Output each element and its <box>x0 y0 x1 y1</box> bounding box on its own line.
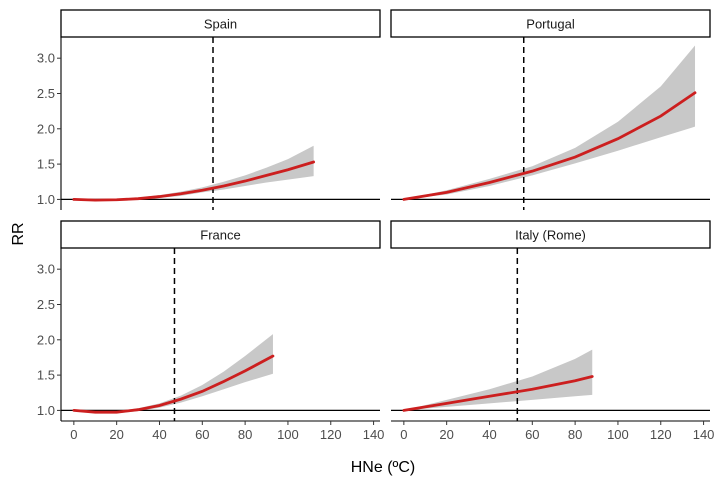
x-tick-label: 140 <box>693 427 715 442</box>
y-tick-label: 2.5 <box>37 297 55 312</box>
y-tick-label: 1.5 <box>37 368 55 383</box>
rr-curve <box>72 354 275 414</box>
y-tick-label: 3.0 <box>37 51 55 66</box>
x-tick-label: 0 <box>400 427 407 442</box>
y-tick-label: 1.5 <box>37 157 55 172</box>
panel-strip <box>60 220 381 249</box>
panel-strip-label: Italy (Rome) <box>515 228 586 243</box>
rr-curve <box>402 375 594 412</box>
x-tick-label: 0 <box>70 427 77 442</box>
panel-strip <box>60 9 381 38</box>
x-tick-label: 80 <box>568 427 582 442</box>
confidence-band <box>403 349 593 411</box>
y-tick-label: 2.0 <box>37 121 55 136</box>
y-tick-label: 1.0 <box>37 192 55 207</box>
panel-portugal: Portugal <box>390 9 711 210</box>
x-axis-title: HNe (ºC) <box>351 459 416 476</box>
confidence-band <box>73 145 314 201</box>
x-tick-label: 20 <box>109 427 123 442</box>
y-tick-label: 1.0 <box>37 403 55 418</box>
y-axis-title: RR <box>10 222 27 245</box>
rr-curve <box>72 160 316 202</box>
x-tick-label: 80 <box>238 427 252 442</box>
y-tick-label: 3.0 <box>37 262 55 277</box>
x-tick-label: 20 <box>439 427 453 442</box>
confidence-band <box>403 45 696 200</box>
x-tick-label: 40 <box>482 427 496 442</box>
x-tick-label: 100 <box>277 427 299 442</box>
x-tick-label: 60 <box>195 427 209 442</box>
x-tick-label: 120 <box>650 427 672 442</box>
panel-france: France 1.0 1.5 2.0 2.5 3.0 0 20 40 60 80 100 120 140 <box>37 220 385 442</box>
rr-curve <box>402 91 697 201</box>
x-tick-label: 60 <box>525 427 539 442</box>
x-tick-label: 120 <box>320 427 342 442</box>
panel-strip <box>390 220 711 249</box>
panel-spain: Spain 1.0 1.5 2.0 2.5 3.0 <box>37 9 381 210</box>
panel-italy-rome: Italy (Rome) 0 20 40 60 80 100 120 140 <box>390 220 715 442</box>
panel-strip-label: Spain <box>204 17 237 32</box>
x-tick-label: 40 <box>152 427 166 442</box>
y-tick-label: 2.0 <box>37 332 55 347</box>
confidence-band <box>73 334 273 414</box>
panel-strip <box>390 9 711 38</box>
panel-strip-label: Portugal <box>526 17 575 32</box>
y-tick-label: 2.5 <box>37 86 55 101</box>
x-tick-label: 100 <box>607 427 629 442</box>
x-tick-label: 140 <box>363 427 385 442</box>
panel-strip-label: France <box>200 228 240 243</box>
